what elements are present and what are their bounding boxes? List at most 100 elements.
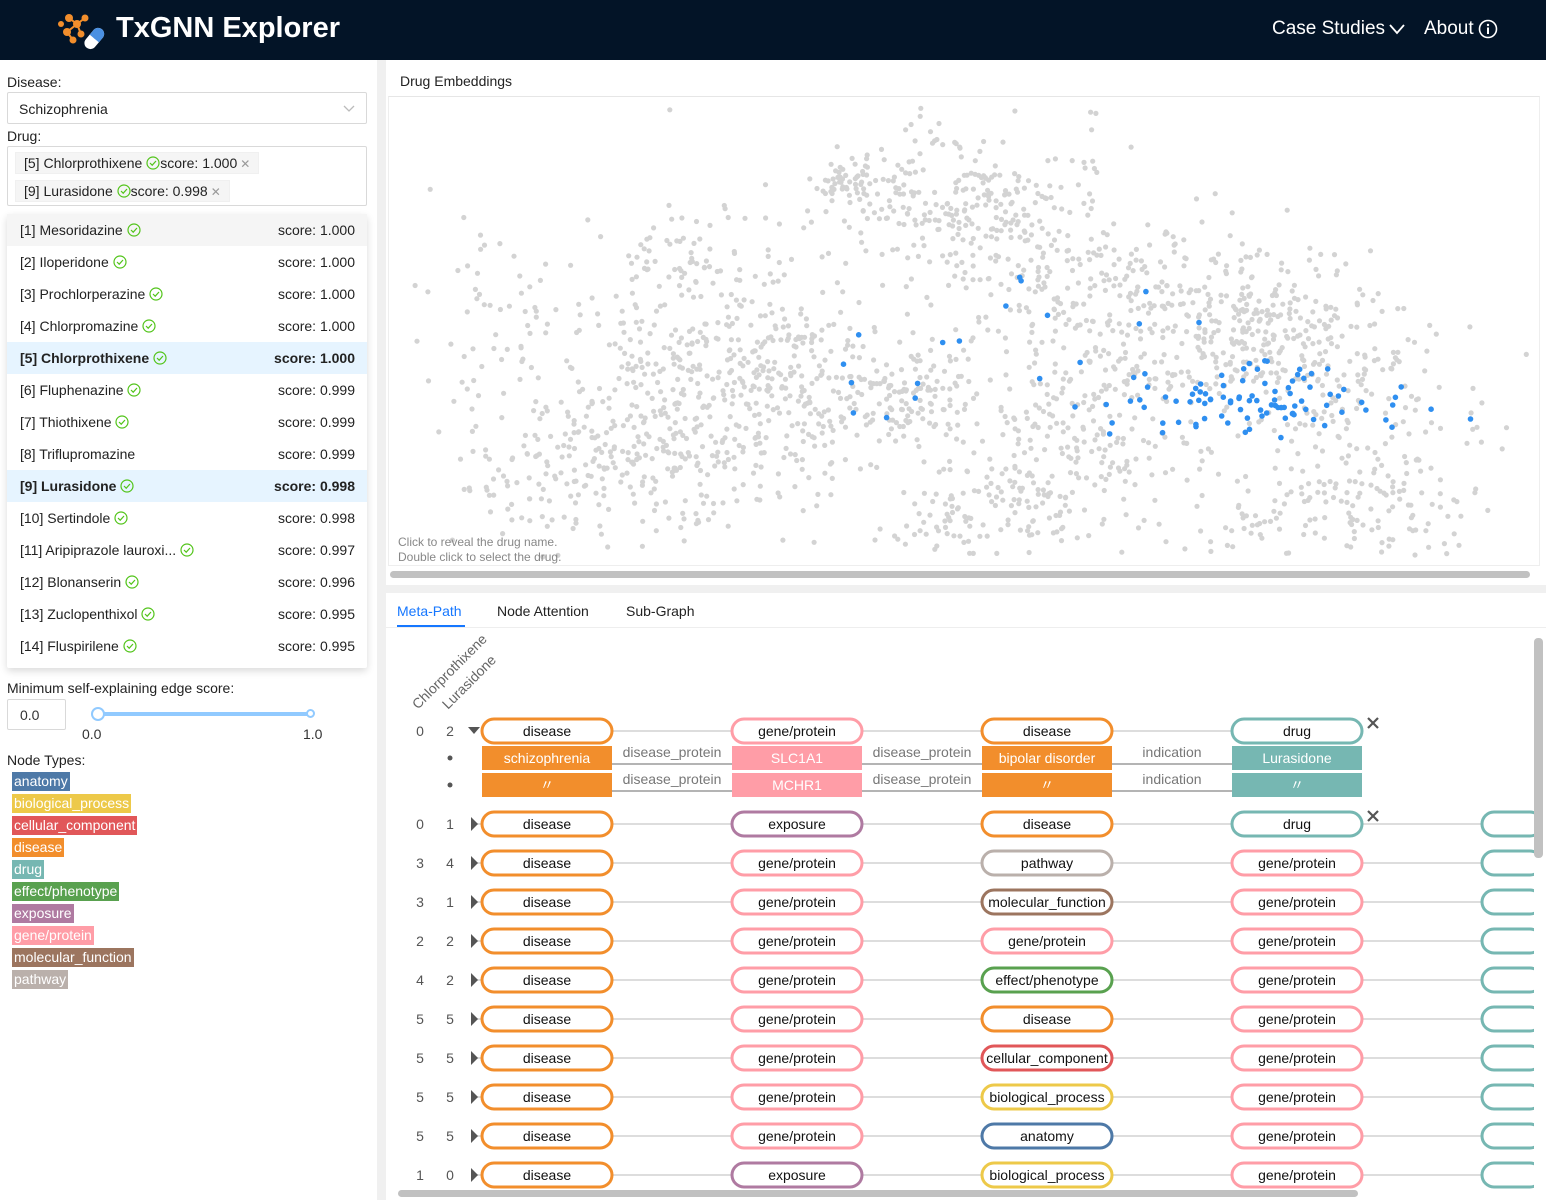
metapath-node[interactable] xyxy=(980,1005,1114,1033)
metapath-node[interactable] xyxy=(480,1161,614,1189)
slider-handle-min[interactable] xyxy=(91,707,105,721)
drug-option[interactable]: [7] Thiothixene score: 0.999 xyxy=(7,406,367,438)
metapath-node[interactable] xyxy=(730,1044,864,1072)
metapath-node[interactable] xyxy=(730,1122,864,1150)
metapath-node[interactable] xyxy=(480,1122,614,1150)
drug-option[interactable]: [1] Mesoridazine score: 1.000 xyxy=(7,214,367,246)
metapath-node[interactable] xyxy=(480,1044,614,1072)
metapath-node[interactable] xyxy=(730,1161,864,1189)
tab-meta-path[interactable]: Meta-Path xyxy=(397,603,462,619)
node-type-effect-phenotype[interactable]: effect/phenotype xyxy=(12,882,120,901)
metapath-node-partial[interactable] xyxy=(1480,1044,1534,1072)
caret-right-icon[interactable] xyxy=(471,856,478,870)
caret-right-icon[interactable] xyxy=(471,1051,478,1065)
instance-node[interactable] xyxy=(482,773,612,797)
instance-node[interactable] xyxy=(1232,746,1362,770)
embedding-plot[interactable] xyxy=(388,96,1540,566)
metapath-node[interactable] xyxy=(1230,888,1364,916)
tab-sub-graph[interactable]: Sub-Graph xyxy=(626,603,695,619)
metapath-node[interactable] xyxy=(980,927,1114,955)
drug-option[interactable]: [12] Blonanserin score: 0.996 xyxy=(7,566,367,598)
metapath-node[interactable] xyxy=(730,717,864,745)
metapath-node[interactable] xyxy=(980,1083,1114,1111)
metapath-node[interactable] xyxy=(730,966,864,994)
metapath-node-partial[interactable] xyxy=(1480,810,1534,838)
metapath-node[interactable] xyxy=(1230,1161,1364,1189)
metapath-node[interactable] xyxy=(980,717,1114,745)
metapath-node[interactable] xyxy=(480,810,614,838)
metapath-node[interactable] xyxy=(980,1122,1114,1150)
instance-node[interactable] xyxy=(482,746,612,770)
caret-right-icon[interactable] xyxy=(471,1168,478,1182)
nav-case-studies[interactable]: Case Studies xyxy=(1272,18,1405,40)
metapath-node[interactable] xyxy=(730,849,864,877)
metapath-node[interactable] xyxy=(480,888,614,916)
metapath-node[interactable] xyxy=(1230,1122,1364,1150)
disease-select[interactable]: Schizophrenia xyxy=(7,92,367,124)
metapath-node[interactable] xyxy=(730,888,864,916)
drug-option[interactable]: [9] Lurasidone score: 0.998 xyxy=(7,470,367,502)
metapath-node[interactable] xyxy=(980,1044,1114,1072)
instance-node[interactable] xyxy=(732,773,862,797)
metapath-node-partial[interactable] xyxy=(1480,1122,1534,1150)
drug-option[interactable]: [5] Chlorprothixene score: 1.000 xyxy=(7,342,367,374)
caret-right-icon[interactable] xyxy=(471,817,478,831)
drug-option[interactable]: [13] Zuclopenthixol score: 0.995 xyxy=(7,598,367,630)
metapath-node-partial[interactable] xyxy=(1480,966,1534,994)
meta-path-horizontal-scrollbar[interactable] xyxy=(398,1190,1358,1197)
node-type-anatomy[interactable]: anatomy xyxy=(12,772,70,791)
meta-path-vertical-scrollbar[interactable] xyxy=(1534,638,1543,858)
metapath-node-partial[interactable] xyxy=(1480,849,1534,877)
instance-node[interactable] xyxy=(732,746,862,770)
metapath-node[interactable] xyxy=(980,810,1114,838)
embedding-horizontal-scrollbar[interactable] xyxy=(390,571,1530,578)
node-type-pathway[interactable]: pathway xyxy=(12,970,69,989)
metapath-node-partial[interactable] xyxy=(1480,1161,1534,1189)
metapath-node[interactable] xyxy=(1230,966,1364,994)
node-type-exposure[interactable]: exposure xyxy=(12,904,74,923)
node-type-disease[interactable]: disease xyxy=(12,838,65,857)
close-icon[interactable] xyxy=(1367,810,1379,822)
remove-tag-icon[interactable]: ✕ xyxy=(210,185,221,199)
metapath-node[interactable] xyxy=(980,888,1114,916)
node-type-gene-protein[interactable]: gene/protein xyxy=(12,926,94,945)
score-slider-track[interactable] xyxy=(91,712,311,716)
caret-right-icon[interactable] xyxy=(471,1090,478,1104)
metapath-node[interactable] xyxy=(1230,1005,1364,1033)
caret-down-icon[interactable] xyxy=(468,727,480,734)
drug-option[interactable]: [4] Chlorpromazine score: 1.000 xyxy=(7,310,367,342)
metapath-node[interactable] xyxy=(1230,717,1364,745)
metapath-node[interactable] xyxy=(730,927,864,955)
node-type-drug[interactable]: drug xyxy=(12,860,45,879)
drug-option[interactable]: [3] Prochlorperazine score: 1.000 xyxy=(7,278,367,310)
panel-divider[interactable] xyxy=(377,60,386,1200)
metapath-node-partial[interactable] xyxy=(1480,888,1534,916)
metapath-node[interactable] xyxy=(1230,927,1364,955)
slider-handle-max[interactable] xyxy=(306,709,315,718)
node-type-molecular-function[interactable]: molecular_function xyxy=(12,948,134,967)
metapath-node[interactable] xyxy=(730,1005,864,1033)
metapath-node[interactable] xyxy=(1230,849,1364,877)
node-type-biological-process[interactable]: biological_process xyxy=(12,794,132,813)
tab-node-attention[interactable]: Node Attention xyxy=(497,603,589,619)
metapath-node[interactable] xyxy=(1230,810,1364,838)
metapath-node[interactable] xyxy=(730,1083,864,1111)
close-icon[interactable] xyxy=(1367,717,1379,729)
drug-option[interactable]: [14] Fluspirilene score: 0.995 xyxy=(7,630,367,662)
nav-about[interactable]: About xyxy=(1424,18,1498,40)
metapath-node[interactable] xyxy=(1230,1044,1364,1072)
instance-node[interactable] xyxy=(982,746,1112,770)
remove-tag-icon[interactable]: ✕ xyxy=(240,157,251,171)
drug-multiselect[interactable]: [5] Chlorprothixene score: 1.000 ✕ [9] Lu… xyxy=(7,146,367,206)
instance-node[interactable] xyxy=(1232,773,1362,797)
caret-right-icon[interactable] xyxy=(471,1129,478,1143)
caret-right-icon[interactable] xyxy=(471,1012,478,1026)
caret-right-icon[interactable] xyxy=(471,934,478,948)
drug-option[interactable]: [2] Iloperidone score: 1.000 xyxy=(7,246,367,278)
caret-right-icon[interactable] xyxy=(471,895,478,909)
metapath-node-partial[interactable] xyxy=(1480,927,1534,955)
node-type-cellular-component[interactable]: cellular_component xyxy=(12,816,138,835)
drug-option[interactable]: [6] Fluphenazine score: 0.999 xyxy=(7,374,367,406)
metapath-node[interactable] xyxy=(980,1161,1114,1189)
drug-option[interactable]: [10] Sertindole score: 0.998 xyxy=(7,502,367,534)
